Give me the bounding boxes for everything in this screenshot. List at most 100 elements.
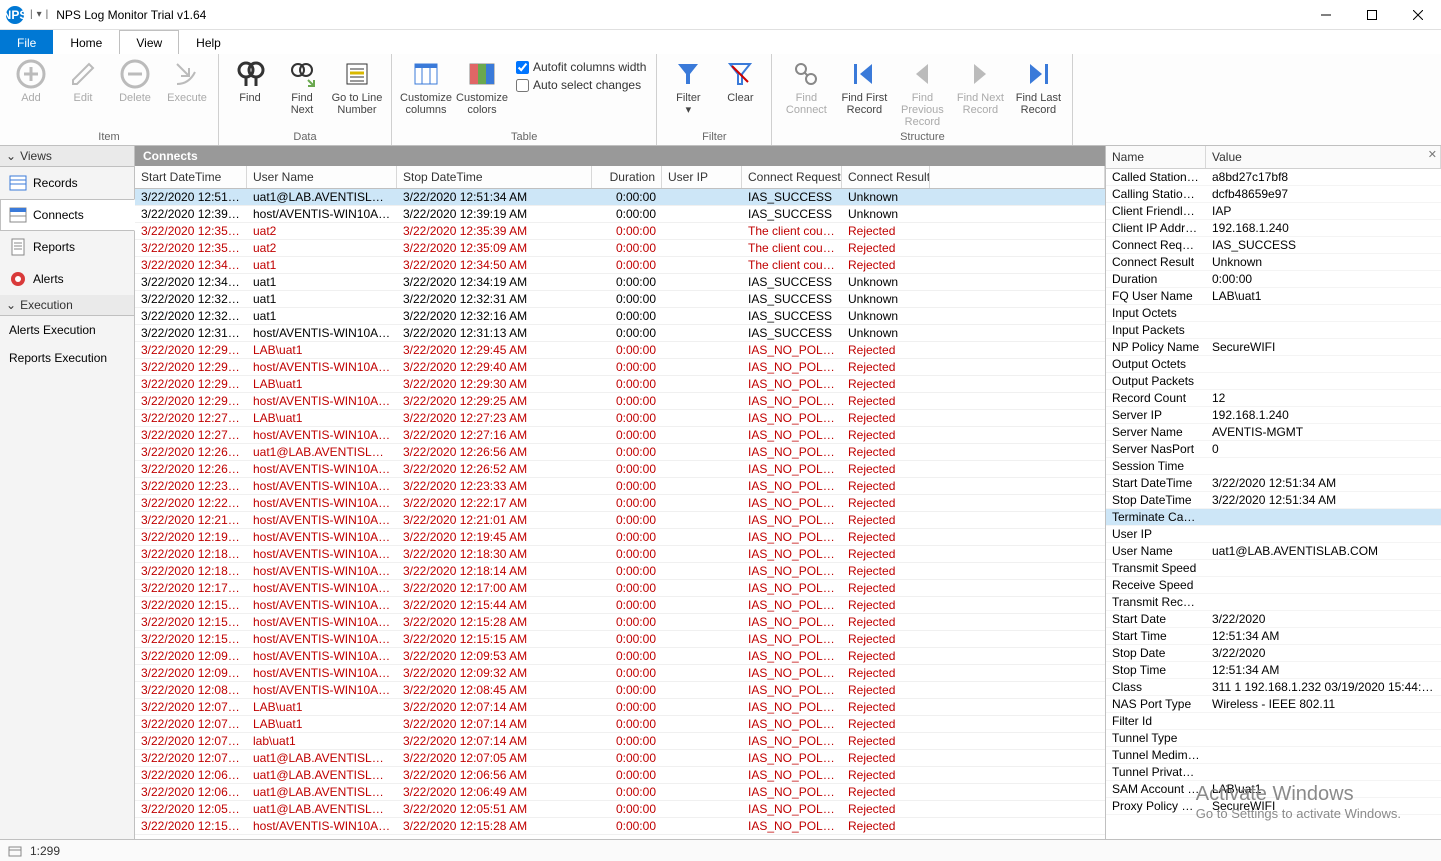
table-row[interactable]: 3/22/2020 12:29:3...LAB\uat13/22/2020 12… xyxy=(135,376,1105,393)
detail-row[interactable]: Client IP Address192.168.1.240 xyxy=(1106,220,1441,237)
col-stop[interactable]: Stop DateTime xyxy=(397,166,592,188)
sidebar-item-connects[interactable]: Connects xyxy=(0,199,135,231)
opt-autoselect[interactable]: Auto select changes xyxy=(516,78,646,92)
table-row[interactable]: 3/22/2020 12:06:5...uat1@LAB.AVENTISLAB.… xyxy=(135,767,1105,784)
table-row[interactable]: 3/22/2020 12:15:4...host/AVENTIS-WIN10A.… xyxy=(135,597,1105,614)
detail-close-icon[interactable]: ✕ xyxy=(1428,148,1437,161)
sidebar-item-alerts[interactable]: Alerts xyxy=(0,263,134,295)
table-row[interactable]: 3/22/2020 12:07:1...lab\uat13/22/2020 12… xyxy=(135,733,1105,750)
table-row[interactable]: 3/22/2020 12:09:3...host/AVENTIS-WIN10A.… xyxy=(135,665,1105,682)
detail-row[interactable]: Tunnel Medim T... xyxy=(1106,747,1441,764)
table-row[interactable]: 3/22/2020 12:27:2...LAB\uat13/22/2020 12… xyxy=(135,410,1105,427)
maximize-button[interactable] xyxy=(1349,0,1395,30)
table-row[interactable]: 3/22/2020 12:07:0...uat1@LAB.AVENTISLAB.… xyxy=(135,750,1105,767)
detail-row[interactable]: Output Octets xyxy=(1106,356,1441,373)
detail-row[interactable]: Transmit Receiv... xyxy=(1106,594,1441,611)
table-row[interactable]: 3/22/2020 12:17:0...host/AVENTIS-WIN10A.… xyxy=(135,580,1105,597)
tab-view[interactable]: View xyxy=(119,30,179,54)
table-row[interactable]: 3/22/2020 12:51:3...uat1@LAB.AVENTISLAB.… xyxy=(135,189,1105,206)
detail-row[interactable]: Connect RequestIAS_SUCCESS xyxy=(1106,237,1441,254)
table-row[interactable]: 3/22/2020 12:34:5...uat13/22/2020 12:34:… xyxy=(135,257,1105,274)
table-row[interactable]: 3/22/2020 12:39:1...host/AVENTIS-WIN10A.… xyxy=(135,206,1105,223)
table-row[interactable]: 3/22/2020 12:07:1...LAB\uat13/22/2020 12… xyxy=(135,699,1105,716)
table-row[interactable]: 3/22/2020 12:05:5...uat1@LAB.AVENTISLAB.… xyxy=(135,801,1105,818)
grid-rows[interactable]: 3/22/2020 12:51:3...uat1@LAB.AVENTISLAB.… xyxy=(135,189,1105,839)
table-row[interactable]: 3/22/2020 12:15:2...host/AVENTIS-WIN10A.… xyxy=(135,818,1105,835)
table-row[interactable]: 3/22/2020 12:07:1...LAB\uat13/22/2020 12… xyxy=(135,716,1105,733)
customize-colors-button[interactable]: Customizecolors xyxy=(454,56,510,118)
detail-row[interactable]: NP Policy NameSecureWIFI xyxy=(1106,339,1441,356)
detail-row[interactable]: Tunnel Type xyxy=(1106,730,1441,747)
detail-row[interactable]: Connect ResultUnknown xyxy=(1106,254,1441,271)
detail-row[interactable]: Terminate Cause xyxy=(1106,509,1441,526)
detail-col-value[interactable]: Value xyxy=(1206,146,1441,168)
detail-row[interactable]: Input Packets xyxy=(1106,322,1441,339)
sidebar-item-reports[interactable]: Reports xyxy=(0,231,134,263)
detail-row[interactable]: Filter Id xyxy=(1106,713,1441,730)
detail-row[interactable]: Server NameAVENTIS-MGMT xyxy=(1106,424,1441,441)
opt-autofit[interactable]: Autofit columns width xyxy=(516,60,646,74)
detail-row[interactable]: Stop DateTime3/22/2020 12:51:34 AM xyxy=(1106,492,1441,509)
detail-row[interactable]: NAS Port TypeWireless - IEEE 802.11 xyxy=(1106,696,1441,713)
table-row[interactable]: 3/22/2020 12:09:5...host/AVENTIS-WIN10A.… xyxy=(135,648,1105,665)
find-first-record-button[interactable]: Find FirstRecord xyxy=(836,56,892,118)
clear-button[interactable]: Clear xyxy=(715,56,765,106)
detail-row[interactable]: Output Packets xyxy=(1106,373,1441,390)
table-row[interactable]: 3/22/2020 12:22:1...host/AVENTIS-WIN10A.… xyxy=(135,495,1105,512)
customize-columns-button[interactable]: Customizecolumns xyxy=(398,56,454,118)
find-last-record-button[interactable]: Find LastRecord xyxy=(1010,56,1066,118)
detail-row[interactable]: Calling Station Iddcfb48659e97 xyxy=(1106,186,1441,203)
close-button[interactable] xyxy=(1395,0,1441,30)
table-row[interactable]: 3/22/2020 12:18:3...host/AVENTIS-WIN10A.… xyxy=(135,546,1105,563)
table-row[interactable]: 3/22/2020 12:35:3...uat23/22/2020 12:35:… xyxy=(135,223,1105,240)
detail-row[interactable]: Record Count12 xyxy=(1106,390,1441,407)
col-result[interactable]: Connect Result xyxy=(842,166,930,188)
col-duration[interactable]: Duration xyxy=(592,166,662,188)
detail-row[interactable]: Class311 1 192.168.1.232 03/19/2020 15:4… xyxy=(1106,679,1441,696)
detail-row[interactable]: Start DateTime3/22/2020 12:51:34 AM xyxy=(1106,475,1441,492)
detail-rows[interactable]: Called Station Ida8bd27c17bf8Calling Sta… xyxy=(1106,169,1441,839)
minimize-button[interactable] xyxy=(1303,0,1349,30)
detail-row[interactable]: Client Friendly N...IAP xyxy=(1106,203,1441,220)
table-row[interactable]: 3/22/2020 12:29:4...LAB\uat13/22/2020 12… xyxy=(135,342,1105,359)
sidebar-header-views[interactable]: ⌄ Views xyxy=(0,146,134,167)
table-row[interactable]: 3/22/2020 12:26:5...host/AVENTIS-WIN10A.… xyxy=(135,461,1105,478)
sidebar-item-reports-exec[interactable]: Reports Execution xyxy=(0,344,134,372)
col-user[interactable]: User Name xyxy=(247,166,397,188)
goto-line-button[interactable]: Go to LineNumber xyxy=(329,56,385,118)
detail-row[interactable]: Duration0:00:00 xyxy=(1106,271,1441,288)
table-row[interactable]: 3/22/2020 12:31:1...host/AVENTIS-WIN10A.… xyxy=(135,325,1105,342)
detail-row[interactable]: SAM Account N...LAB\uat1 xyxy=(1106,781,1441,798)
col-user-ip[interactable]: User IP xyxy=(662,166,742,188)
detail-row[interactable]: Called Station Ida8bd27c17bf8 xyxy=(1106,169,1441,186)
detail-row[interactable]: FQ User NameLAB\uat1 xyxy=(1106,288,1441,305)
table-row[interactable]: 3/22/2020 12:21:0...host/AVENTIS-WIN10A.… xyxy=(135,512,1105,529)
detail-row[interactable]: Session Time xyxy=(1106,458,1441,475)
table-row[interactable]: 3/22/2020 12:34:1...uat13/22/2020 12:34:… xyxy=(135,274,1105,291)
table-row[interactable]: 3/22/2020 12:15:2...host/AVENTIS-WIN10A.… xyxy=(135,614,1105,631)
detail-row[interactable]: User IP xyxy=(1106,526,1441,543)
detail-row[interactable]: User Nameuat1@LAB.AVENTISLAB.COM xyxy=(1106,543,1441,560)
table-row[interactable]: 3/22/2020 12:26:5...uat1@LAB.AVENTISLAB.… xyxy=(135,444,1105,461)
detail-row[interactable]: Receive Speed xyxy=(1106,577,1441,594)
tab-help[interactable]: Help xyxy=(179,30,238,54)
table-row[interactable]: 3/22/2020 12:29:4...host/AVENTIS-WIN10A.… xyxy=(135,359,1105,376)
find-button[interactable]: Find xyxy=(225,56,275,106)
table-row[interactable]: 3/22/2020 12:32:1...uat13/22/2020 12:32:… xyxy=(135,308,1105,325)
detail-row[interactable]: Proxy Policy NameSecureWIFI xyxy=(1106,798,1441,815)
table-row[interactable]: 3/22/2020 12:06:4...uat1@LAB.AVENTISLAB.… xyxy=(135,784,1105,801)
sidebar-item-alerts-exec[interactable]: Alerts Execution xyxy=(0,316,134,344)
table-row[interactable]: 3/22/2020 12:15:1...host/AVENTIS-WIN10A.… xyxy=(135,631,1105,648)
col-request[interactable]: Connect Request xyxy=(742,166,842,188)
table-row[interactable]: 3/22/2020 12:32:3...uat13/22/2020 12:32:… xyxy=(135,291,1105,308)
tab-home[interactable]: Home xyxy=(53,30,119,54)
detail-col-name[interactable]: Name xyxy=(1106,146,1206,168)
table-row[interactable]: 3/22/2020 12:08:4...host/AVENTIS-WIN10A.… xyxy=(135,682,1105,699)
table-row[interactable]: 3/22/2020 12:23:3...host/AVENTIS-WIN10A.… xyxy=(135,478,1105,495)
table-row[interactable]: 3/22/2020 12:29:2...host/AVENTIS-WIN10A.… xyxy=(135,393,1105,410)
table-row[interactable]: 3/22/2020 12:35:0...uat23/22/2020 12:35:… xyxy=(135,240,1105,257)
sidebar-item-records[interactable]: Records xyxy=(0,167,134,199)
table-row[interactable]: 3/22/2020 12:27:1...host/AVENTIS-WIN10A.… xyxy=(135,427,1105,444)
detail-row[interactable]: Start Date3/22/2020 xyxy=(1106,611,1441,628)
detail-row[interactable]: Server NasPort0 xyxy=(1106,441,1441,458)
